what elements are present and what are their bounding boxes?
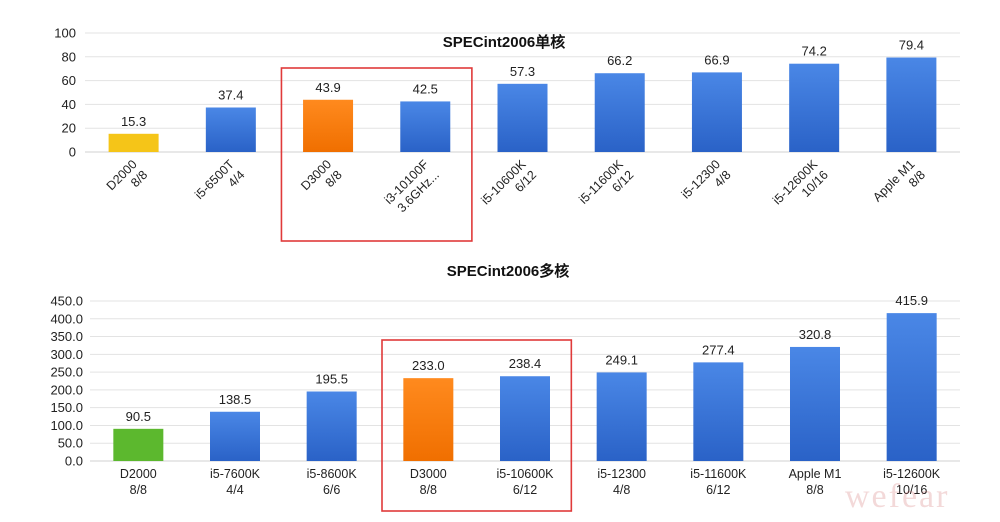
bar	[113, 428, 164, 461]
data-label: 66.9	[704, 52, 729, 67]
data-label: 37.4	[218, 87, 243, 102]
x-tick-label: 4/4	[226, 483, 243, 497]
x-tick-label: i5-7600K	[210, 467, 261, 481]
x-tick-label: i5-8600K	[307, 467, 358, 481]
single-core-chart-title: SPECint2006单核	[443, 33, 566, 51]
data-label: 277.4	[702, 342, 735, 357]
bar	[306, 391, 357, 461]
x-tick-label: 8/8	[806, 483, 823, 497]
bar	[886, 57, 937, 152]
y-tick-label: 250.0	[50, 365, 83, 380]
data-label: 15.3	[121, 114, 146, 129]
bar	[886, 313, 937, 461]
data-label: 57.3	[510, 64, 535, 79]
x-tick-label: 6/12	[513, 483, 537, 497]
data-label: 74.2	[802, 44, 827, 59]
data-label: 138.5	[219, 392, 252, 407]
bar	[691, 72, 742, 152]
data-label: 233.0	[412, 358, 445, 373]
multi-core-chart: SPECint2006多核 450.0 400.0 350.0 300.0 250.0 2…	[50, 262, 960, 512]
data-label: 195.5	[315, 371, 348, 386]
y-tick-label: 100	[54, 26, 76, 41]
x-tick-label: D2000	[120, 467, 157, 481]
y-tick-label: 100.0	[50, 418, 83, 433]
bar	[497, 83, 548, 152]
y-tick-label: 450.0	[50, 294, 83, 309]
bar	[108, 133, 159, 152]
data-label: 415.9	[895, 293, 928, 308]
data-label: 238.4	[509, 356, 542, 371]
y-tick-label: 60	[62, 73, 76, 88]
y-tick-label: 150.0	[50, 400, 83, 415]
bar	[790, 346, 840, 461]
bar	[205, 107, 256, 152]
data-label: 79.4	[899, 38, 924, 53]
x-tick-label: 8/8	[420, 483, 437, 497]
x-tick-label: Apple M18/8	[870, 157, 928, 204]
x-tick-label: 6/6	[323, 483, 340, 497]
y-tick-label: 400.0	[50, 311, 83, 326]
bar	[596, 372, 647, 461]
y-tick-label: 200.0	[50, 382, 83, 397]
y-tick-label: 350.0	[50, 329, 83, 344]
data-label: 43.9	[315, 80, 340, 95]
y-tick-label: 80	[62, 49, 76, 64]
y-tick-label: 300.0	[50, 347, 83, 362]
x-tick-label: i5-11600K	[690, 467, 747, 481]
multi-core-chart-title: SPECint2006多核	[447, 262, 570, 280]
x-tick-label: 4/8	[613, 483, 630, 497]
data-label: 320.8	[799, 327, 832, 342]
bar	[403, 378, 454, 461]
bar	[210, 411, 260, 461]
bar	[303, 99, 354, 152]
bar	[594, 73, 645, 152]
x-tick-label: Apple M1	[789, 467, 842, 481]
bar	[400, 101, 451, 152]
y-tick-label: 40	[62, 97, 76, 112]
y-tick-label: 0.0	[65, 454, 83, 469]
x-tick-label: i5-12300	[597, 467, 646, 481]
x-tick-label: i3-10100F3.6GHz...	[382, 157, 442, 215]
data-label: 42.5	[413, 81, 438, 96]
watermark: wefear	[845, 478, 950, 515]
y-tick-label: 20	[62, 121, 76, 136]
x-tick-label: 10/16	[896, 483, 927, 497]
bar	[789, 63, 840, 153]
highlight-box	[381, 339, 573, 512]
data-label: 90.5	[126, 409, 151, 424]
y-tick-label: 0	[69, 145, 76, 160]
x-tick-label: D3000	[410, 467, 447, 481]
x-tick-label: 8/8	[130, 483, 147, 497]
bar	[693, 362, 744, 461]
x-tick-label: i5-12600K	[883, 467, 941, 481]
highlight-box	[280, 67, 473, 242]
data-label: 249.1	[605, 352, 638, 367]
bar	[500, 376, 550, 461]
x-tick-label: i5-10600K	[497, 467, 555, 481]
data-label: 66.2	[607, 53, 632, 68]
x-tick-label: 6/12	[706, 483, 730, 497]
y-tick-label: 50.0	[58, 436, 83, 451]
